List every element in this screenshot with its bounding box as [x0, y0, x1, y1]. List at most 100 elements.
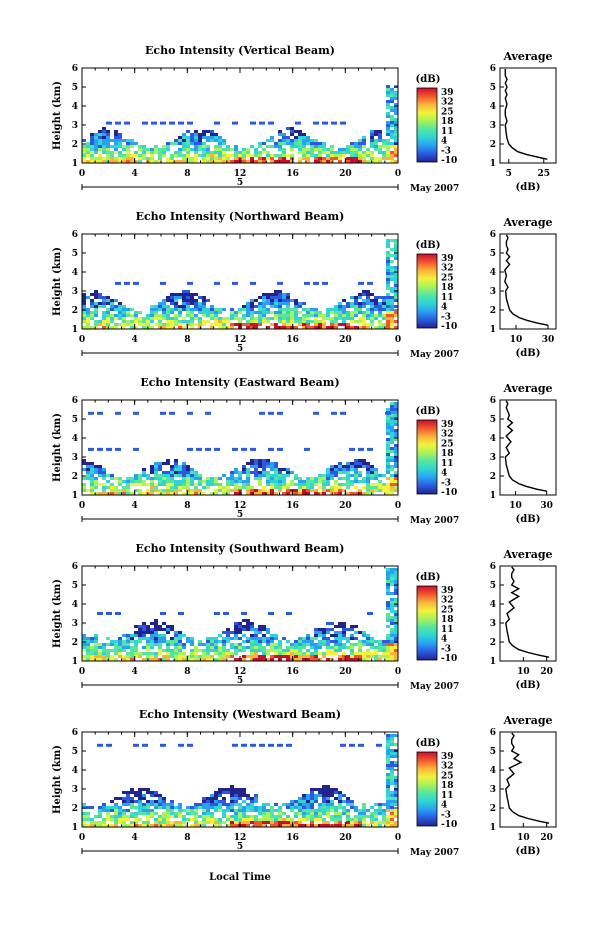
heatmap-cell [386, 320, 390, 323]
colorbar-tick-label: 4 [441, 635, 447, 645]
heatmap-cell [190, 483, 194, 486]
heatmap-cell [158, 151, 162, 154]
x-tick-label: 12 [234, 169, 247, 179]
heatmap-cell [354, 151, 358, 154]
y-tick-label: 4 [72, 434, 78, 444]
heatmap-cell [258, 809, 262, 812]
heatmap-cell [194, 145, 198, 148]
heatmap-cell [390, 408, 394, 411]
heatmap-cell [378, 148, 382, 151]
heatmap-cell [222, 640, 226, 643]
heatmap-cell [394, 574, 398, 577]
heatmap-cell [306, 655, 310, 658]
heatmap-cell [330, 649, 334, 652]
heatmap-cell [374, 471, 378, 474]
heatmap-cell [330, 818, 334, 821]
date-label: May 2007 [410, 848, 459, 858]
heatmap-cell [378, 139, 382, 142]
heatmap-cell [214, 658, 218, 661]
heatmap-cell [394, 314, 398, 317]
heatmap-cell [346, 480, 350, 483]
heatmap-cell [122, 486, 126, 489]
heatmap-cell [310, 148, 314, 151]
heatmap-cell [350, 160, 354, 163]
heatmap-cell [174, 489, 178, 492]
heatmap-cell [238, 637, 242, 640]
heatmap-cell [330, 791, 334, 794]
heatmap-cell [94, 815, 98, 818]
heatmap-cell [130, 806, 134, 809]
heatmap-cell [310, 806, 314, 809]
heatmap-cell [390, 468, 394, 471]
heatmap-cell [366, 658, 370, 661]
heatmap-cell [210, 323, 214, 326]
heatmap-cell [214, 824, 218, 827]
heatmap-cell [318, 803, 322, 806]
heatmap-cell [202, 800, 206, 803]
heatmap-cell [386, 574, 390, 577]
heatmap-cell [162, 489, 166, 492]
heatmap-cell [182, 818, 186, 821]
heatmap-cell [330, 803, 334, 806]
heatmap-cell [102, 305, 106, 308]
heatmap-cell [330, 154, 334, 157]
heatmap-cell [258, 818, 262, 821]
heatmap-cell [158, 157, 162, 160]
heatmap-cell [102, 157, 106, 160]
heatmap-cell [130, 145, 134, 148]
heatmap-cell [286, 658, 290, 661]
heatmap-cell [270, 655, 274, 658]
heatmap-cell [358, 743, 364, 747]
heatmap-cell [106, 486, 110, 489]
heatmap-cell [394, 248, 398, 251]
heatmap-cell [358, 305, 362, 308]
heatmap-cell [126, 492, 130, 495]
heatmap-cell [322, 818, 326, 821]
heatmap-cell [250, 160, 254, 163]
heatmap-cell [366, 474, 370, 477]
heatmap-cell [362, 658, 366, 661]
heatmap-cell [394, 465, 398, 468]
heatmap-cell [226, 815, 230, 818]
heatmap-cell [314, 154, 318, 157]
heatmap-cell [394, 121, 398, 124]
heatmap-cell [334, 818, 338, 821]
heatmap-cell [170, 483, 174, 486]
heatmap-cell [338, 465, 342, 468]
heatmap-cell [94, 655, 98, 658]
heatmap-cell [254, 655, 258, 658]
heatmap-cell [242, 157, 246, 160]
heatmap-cell [154, 468, 158, 471]
heatmap-cell [114, 652, 118, 655]
heatmap-cell [394, 824, 398, 827]
heatmap-cell [230, 326, 234, 329]
x-tick-label: 0 [79, 833, 85, 843]
heatmap-cell [386, 734, 390, 737]
heatmap-cell [270, 302, 274, 305]
heatmap-cell [382, 139, 386, 142]
heatmap-cell [118, 160, 122, 163]
heatmap-cell [246, 468, 250, 471]
heatmap-cell [226, 486, 230, 489]
heatmap-cell [246, 314, 250, 317]
heatmap-cell [386, 85, 390, 88]
heatmap-cell [154, 151, 158, 154]
heatmap-cell [250, 818, 254, 821]
heatmap-cell [390, 320, 394, 323]
heatmap-cell [158, 302, 162, 305]
heatmap-cell [382, 649, 386, 652]
heatmap-cell [358, 824, 362, 827]
heatmap-cell [378, 643, 382, 646]
heatmap-cell [274, 492, 278, 495]
heatmap-cell [122, 308, 126, 311]
heatmap-cell [146, 628, 150, 631]
heatmap-cell [166, 486, 170, 489]
y-tick-label: 6 [72, 562, 78, 572]
heatmap-cell [114, 145, 118, 148]
heatmap-cell [130, 797, 134, 800]
heatmap-cell [90, 474, 94, 477]
heatmap-cell [394, 245, 398, 248]
heatmap-cell [294, 320, 298, 323]
heatmap-cell [102, 136, 106, 139]
heatmap-cell [378, 308, 382, 311]
